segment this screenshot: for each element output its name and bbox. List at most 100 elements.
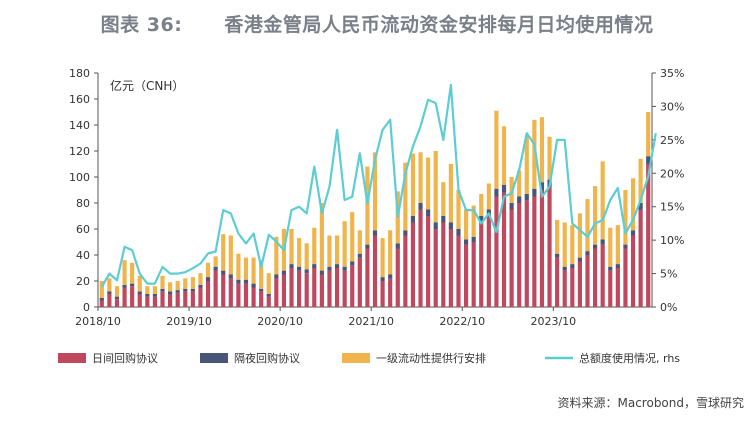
bar-overnight-repo [145,294,150,297]
bar-intraday-repo [114,299,120,307]
y-tick-label-right: 30% [660,100,684,113]
bar-intraday-repo [213,270,218,307]
bar-overnight-repo [190,288,195,292]
bar-primary-liquidity [274,236,279,275]
bar-primary-liquidity [524,135,529,194]
bar-intraday-repo [532,196,537,307]
bar-intraday-repo [342,270,347,307]
bar-overnight-repo [175,290,180,293]
bar-primary-liquidity [410,153,416,216]
bar-overnight-repo [228,274,233,279]
bar-overnight-repo [114,296,120,300]
bar-overnight-repo [183,288,188,292]
bar-overnight-repo [509,203,514,210]
bar-intraday-repo [395,248,400,307]
x-tick-label: 2023/10 [530,315,576,328]
bar-overnight-repo [372,230,378,236]
bar-overnight-repo [463,239,469,245]
y-tick-label-left: 20 [76,275,90,288]
chart-title: 图表 36: 香港金管局人民币流动资金安排每月日均使用情况 [0,10,754,37]
bar-overnight-repo [433,222,438,229]
bar-primary-liquidity [426,157,431,210]
bar-overnight-repo [524,193,529,201]
bar-intraday-repo [524,200,529,307]
series-line-total-usage [100,83,657,288]
bar-overnight-repo [562,266,567,271]
bar-primary-liquidity [357,230,362,254]
bar-overnight-repo [152,294,158,297]
bar-overnight-repo [577,257,582,262]
bar-overnight-repo [350,261,355,266]
bar-intraday-repo [152,296,158,307]
bar-intraday-repo [517,203,522,307]
bar-primary-liquidity [365,166,370,245]
bar-intraday-repo [623,248,628,307]
bar-primary-liquidity [213,256,218,267]
y-tick-label-left: 60 [76,223,90,236]
bar-intraday-repo [555,257,560,307]
bar-overnight-repo [334,264,340,268]
bar-overnight-repo [365,244,370,249]
bar-primary-liquidity [388,230,393,275]
bar-overnight-repo [236,279,241,284]
legend-label: 日间回购协议 [92,351,158,365]
bar-overnight-repo [130,283,135,287]
bar-overnight-repo [312,264,317,268]
bar-primary-liquidity [175,281,180,291]
bar-primary-liquidity [190,277,195,289]
bar-primary-liquidity [312,227,317,265]
bar-primary-liquidity [615,225,620,265]
bar-intraday-repo [297,270,302,307]
bar-overnight-repo [319,270,324,275]
bar-intraday-repo [365,248,370,307]
bar-intraday-repo [570,268,575,307]
bar-primary-liquidity [259,260,264,289]
bar-overnight-repo [646,156,651,164]
bar-primary-liquidity [623,190,628,245]
bar-primary-liquidity [114,286,120,297]
bar-overnight-repo [243,279,249,284]
bar-intraday-repo [107,294,112,307]
bar-overnight-repo [99,297,104,301]
legend-swatch [200,353,228,363]
bar-primary-liquidity [630,178,636,231]
bar-overnight-repo [213,266,218,271]
bar-intraday-repo [160,291,165,307]
bar-intraday-repo [539,190,545,307]
x-tick-label: 2021/10 [348,315,394,328]
bar-intraday-repo [319,274,324,307]
bar-intraday-repo [418,209,423,307]
bar-primary-liquidity [243,257,249,280]
bar-primary-liquidity [501,126,507,185]
bar-overnight-repo [160,288,165,292]
bar-overnight-repo [600,239,605,245]
bar-overnight-repo [555,253,560,258]
bar-primary-liquidity [228,235,233,275]
bar-overnight-repo [630,230,636,236]
bar-intraday-repo [479,222,484,307]
legend-label: 隔夜回购协议 [234,351,300,365]
bar-intraday-repo [327,270,332,307]
bar-primary-liquidity [266,273,271,294]
y-tick-label-left: 120 [69,145,90,158]
bar-overnight-repo [274,274,279,279]
bar-intraday-repo [471,242,476,307]
bar-primary-liquidity [160,275,165,289]
y-tick-label-right: 20% [660,167,684,180]
bar-primary-liquidity [342,221,347,267]
bar-overnight-repo [403,230,408,236]
bar-intraday-repo [228,278,233,307]
bar-intraday-repo [441,222,446,307]
bar-primary-liquidity [471,205,476,237]
bar-primary-liquidity [418,152,423,203]
bar-primary-liquidity [137,275,142,292]
bar-intraday-repo [486,216,491,307]
bar-overnight-repo [221,270,226,275]
y-tick-label-right: 35% [660,67,684,80]
legend-label: 总额度使用情况, rhs [579,351,680,365]
bar-overnight-repo [251,283,256,288]
bar-intraday-repo [592,248,598,307]
bar-primary-liquidity [441,182,446,216]
figure-number: 图表 36: [100,14,183,36]
